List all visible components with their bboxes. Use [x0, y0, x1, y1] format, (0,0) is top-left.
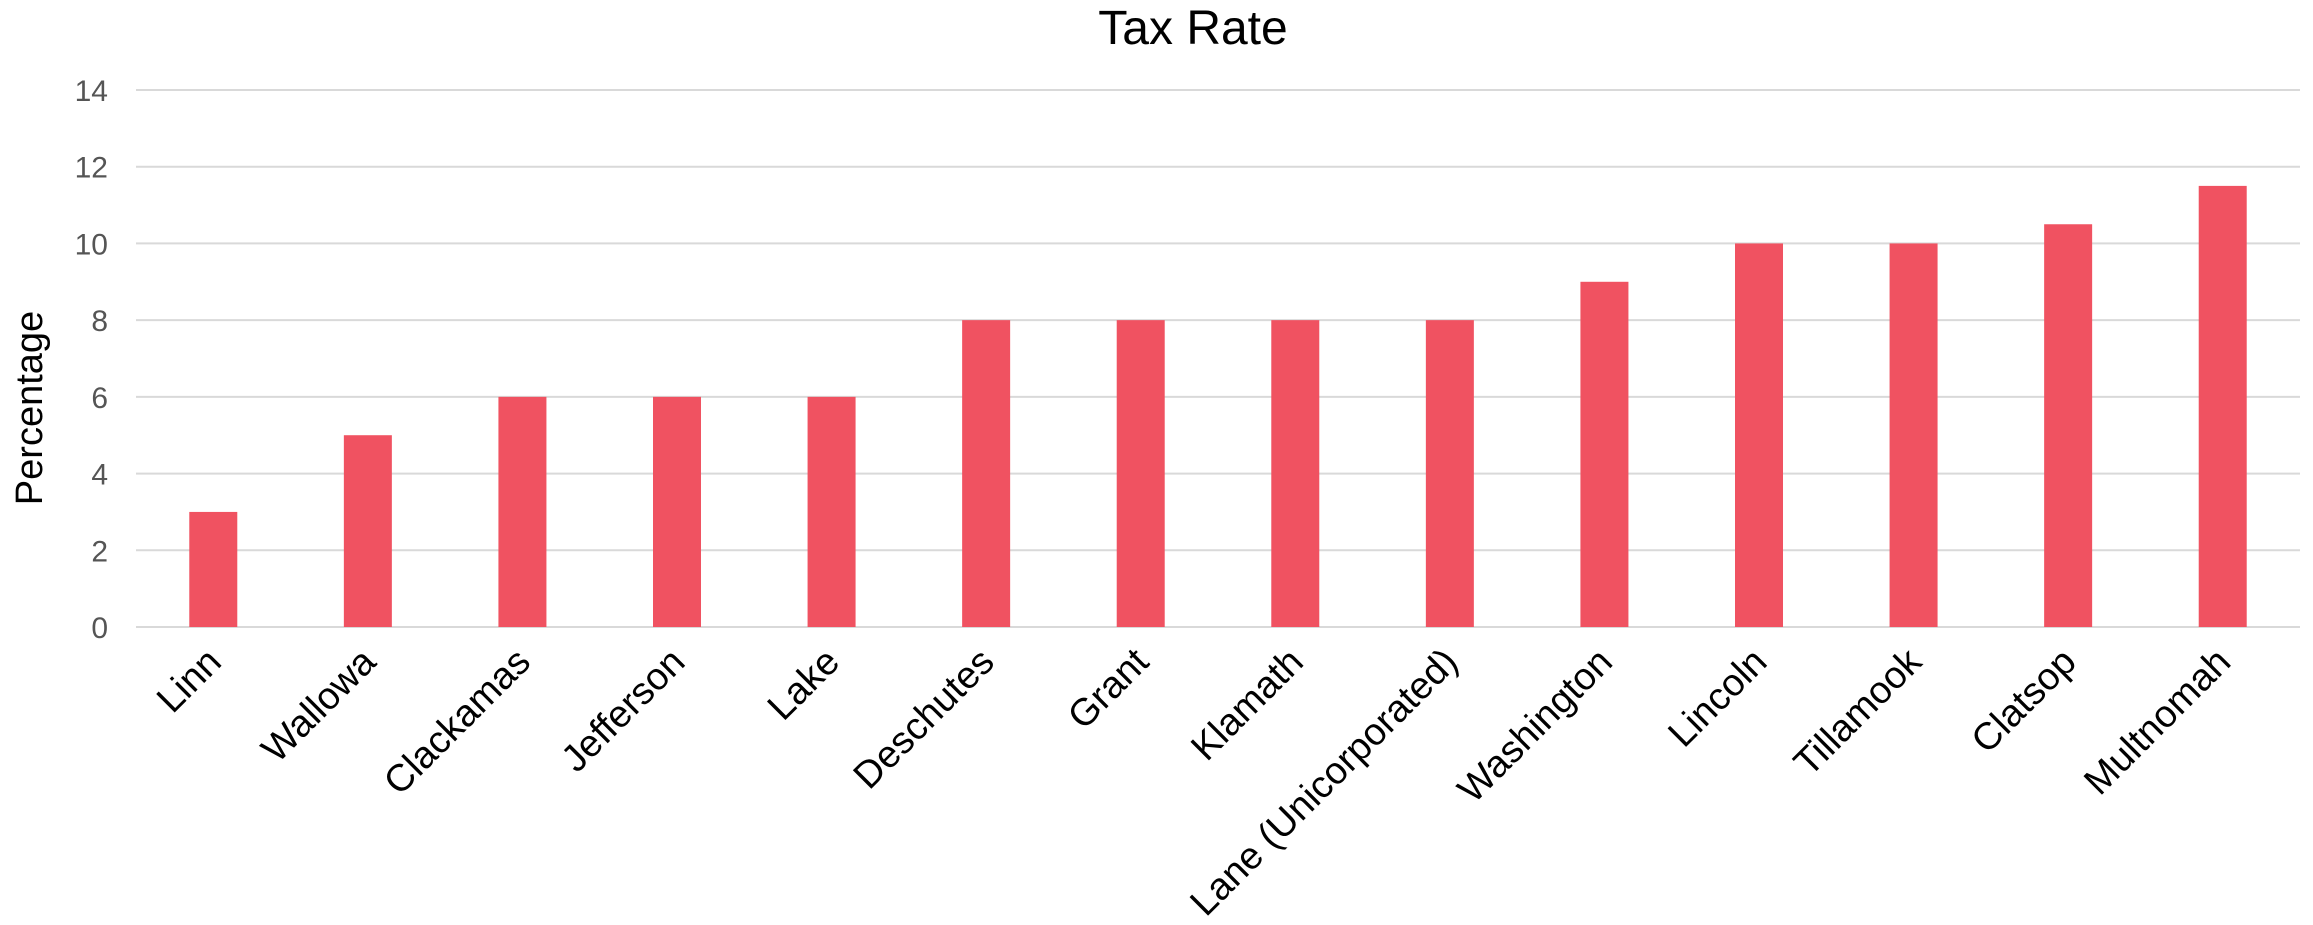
bar[interactable] — [1580, 281, 1629, 627]
chart-title: Tax Rate — [1098, 2, 1287, 55]
x-tick-label: Klamath — [1183, 641, 1311, 769]
x-tick-label: Multnomah — [2076, 641, 2239, 804]
x-tick-label: Clatsop — [1964, 641, 2085, 762]
bar[interactable] — [962, 320, 1011, 627]
bar[interactable] — [1425, 320, 1474, 627]
x-tick-label: Deschutes — [846, 641, 1003, 798]
bar[interactable] — [807, 396, 856, 627]
x-tick-label: Jefferson — [554, 641, 694, 781]
bar[interactable] — [343, 435, 392, 627]
bar[interactable] — [498, 396, 547, 627]
gridlines — [136, 89, 2300, 628]
y-tick-label: 2 — [91, 535, 108, 568]
y-tick-label: 10 — [75, 228, 108, 261]
bar[interactable] — [1271, 320, 1320, 627]
x-tick-label: Washington — [1450, 641, 1621, 812]
bars — [189, 185, 2247, 627]
y-tick-label: 14 — [75, 75, 108, 108]
x-tick-label: Lake — [760, 641, 848, 729]
bar[interactable] — [653, 396, 701, 627]
y-axis-ticks: 0 2 4 6 8 10 12 14 — [75, 75, 108, 645]
y-axis-label: Percentage — [9, 311, 51, 505]
x-tick-label: Linn — [149, 641, 229, 721]
x-tick-label: Tillamook — [1786, 640, 1930, 784]
y-tick-label: 12 — [75, 152, 108, 185]
x-tick-label: Clackamas — [376, 641, 539, 804]
y-tick-label: 8 — [91, 305, 108, 338]
y-tick-label: 4 — [91, 459, 108, 492]
x-tick-label: Lane (Unicorporated) — [1183, 641, 1467, 925]
y-tick-label: 6 — [91, 382, 108, 415]
bar[interactable] — [1735, 243, 1783, 627]
bar[interactable] — [1889, 243, 1938, 627]
bar[interactable] — [1116, 320, 1165, 627]
bar[interactable] — [189, 511, 238, 627]
bar[interactable] — [2044, 224, 2093, 627]
x-tick-label: Wallowa — [254, 640, 385, 771]
bar[interactable] — [2198, 185, 2247, 627]
x-tick-label: Grant — [1060, 640, 1157, 737]
y-tick-label: 0 — [91, 612, 108, 645]
x-tick-label: Lincoln — [1661, 641, 1776, 756]
